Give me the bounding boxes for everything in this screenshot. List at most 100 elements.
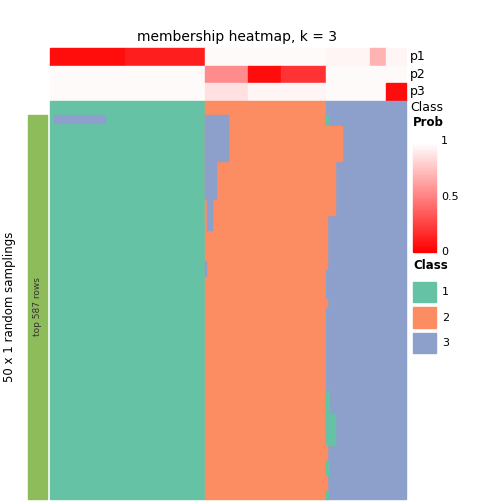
Text: 0.5: 0.5 xyxy=(441,192,459,202)
Bar xyxy=(413,187,436,189)
Bar xyxy=(413,246,436,248)
Bar xyxy=(413,197,436,199)
Text: membership heatmap, k = 3: membership heatmap, k = 3 xyxy=(137,30,337,44)
Bar xyxy=(247,66,281,83)
Bar xyxy=(326,161,335,215)
Text: Class: Class xyxy=(410,101,443,114)
Bar xyxy=(413,333,436,353)
Bar xyxy=(326,115,328,127)
Bar xyxy=(413,145,436,147)
Bar xyxy=(413,228,436,230)
Bar xyxy=(205,161,216,200)
Text: 2: 2 xyxy=(442,312,449,323)
Bar xyxy=(413,193,436,195)
Bar xyxy=(326,83,370,101)
Bar xyxy=(326,215,327,269)
Bar xyxy=(326,115,406,499)
Bar xyxy=(205,66,247,83)
Bar xyxy=(413,243,436,244)
Bar xyxy=(413,195,436,197)
Text: 1: 1 xyxy=(442,287,449,297)
Bar xyxy=(50,66,205,83)
Bar xyxy=(326,414,335,445)
Bar xyxy=(326,392,329,414)
Bar xyxy=(413,156,436,158)
Bar xyxy=(413,154,436,156)
Bar xyxy=(413,160,436,161)
Bar xyxy=(413,244,436,246)
Bar xyxy=(326,66,370,83)
Text: 0: 0 xyxy=(441,247,448,257)
Bar xyxy=(413,143,436,145)
Bar xyxy=(413,210,436,211)
Bar xyxy=(413,174,436,176)
Bar xyxy=(413,172,436,174)
Bar xyxy=(326,461,329,476)
Bar xyxy=(370,66,386,83)
Bar xyxy=(281,66,326,83)
Bar xyxy=(205,115,228,161)
Text: 1: 1 xyxy=(441,136,448,146)
Bar xyxy=(413,185,436,187)
Bar xyxy=(54,115,105,122)
Bar xyxy=(205,115,326,499)
Bar xyxy=(326,48,370,66)
Bar xyxy=(413,183,436,185)
Bar xyxy=(413,147,436,149)
Bar xyxy=(50,48,125,66)
Bar xyxy=(326,491,328,499)
Text: p3: p3 xyxy=(410,86,425,98)
Bar xyxy=(413,180,436,182)
Text: Class: Class xyxy=(413,259,448,272)
Bar xyxy=(413,163,436,165)
Text: top 587 rows: top 587 rows xyxy=(33,278,42,336)
Bar xyxy=(413,232,436,233)
Text: 3: 3 xyxy=(442,338,449,348)
Bar xyxy=(413,217,436,219)
Bar xyxy=(413,141,436,143)
Bar xyxy=(413,182,436,183)
Bar xyxy=(413,237,436,239)
Bar xyxy=(413,248,436,250)
Bar xyxy=(413,152,436,154)
Bar xyxy=(413,230,436,232)
Text: 50 x 1 random samplings: 50 x 1 random samplings xyxy=(3,232,16,382)
Bar xyxy=(413,161,436,163)
Bar xyxy=(413,241,436,243)
Bar xyxy=(413,165,436,167)
Bar xyxy=(413,235,436,237)
Bar xyxy=(413,178,436,180)
Bar xyxy=(413,219,436,221)
Bar xyxy=(326,299,327,307)
Bar xyxy=(413,206,436,208)
Bar xyxy=(413,224,436,226)
Text: p2: p2 xyxy=(410,68,425,81)
Bar xyxy=(326,476,327,491)
Bar xyxy=(413,176,436,178)
Bar xyxy=(413,191,436,193)
Bar xyxy=(326,445,327,461)
Bar xyxy=(413,226,436,228)
Bar xyxy=(326,101,406,115)
Bar xyxy=(413,222,436,224)
Bar xyxy=(413,158,436,160)
Bar xyxy=(386,48,406,66)
Bar xyxy=(413,149,436,150)
Text: p1: p1 xyxy=(410,50,425,63)
Bar xyxy=(386,83,406,101)
Bar xyxy=(413,150,436,152)
Bar xyxy=(281,83,326,101)
Bar xyxy=(413,169,436,171)
Bar xyxy=(413,167,436,169)
Bar xyxy=(413,200,436,202)
Bar xyxy=(413,199,436,200)
Bar xyxy=(205,261,206,276)
Bar xyxy=(28,115,47,499)
Bar xyxy=(413,208,436,210)
Bar xyxy=(413,250,436,252)
Bar xyxy=(326,127,342,161)
Bar xyxy=(386,66,406,83)
Bar xyxy=(247,83,281,101)
Bar xyxy=(413,239,436,241)
Bar xyxy=(205,48,326,66)
